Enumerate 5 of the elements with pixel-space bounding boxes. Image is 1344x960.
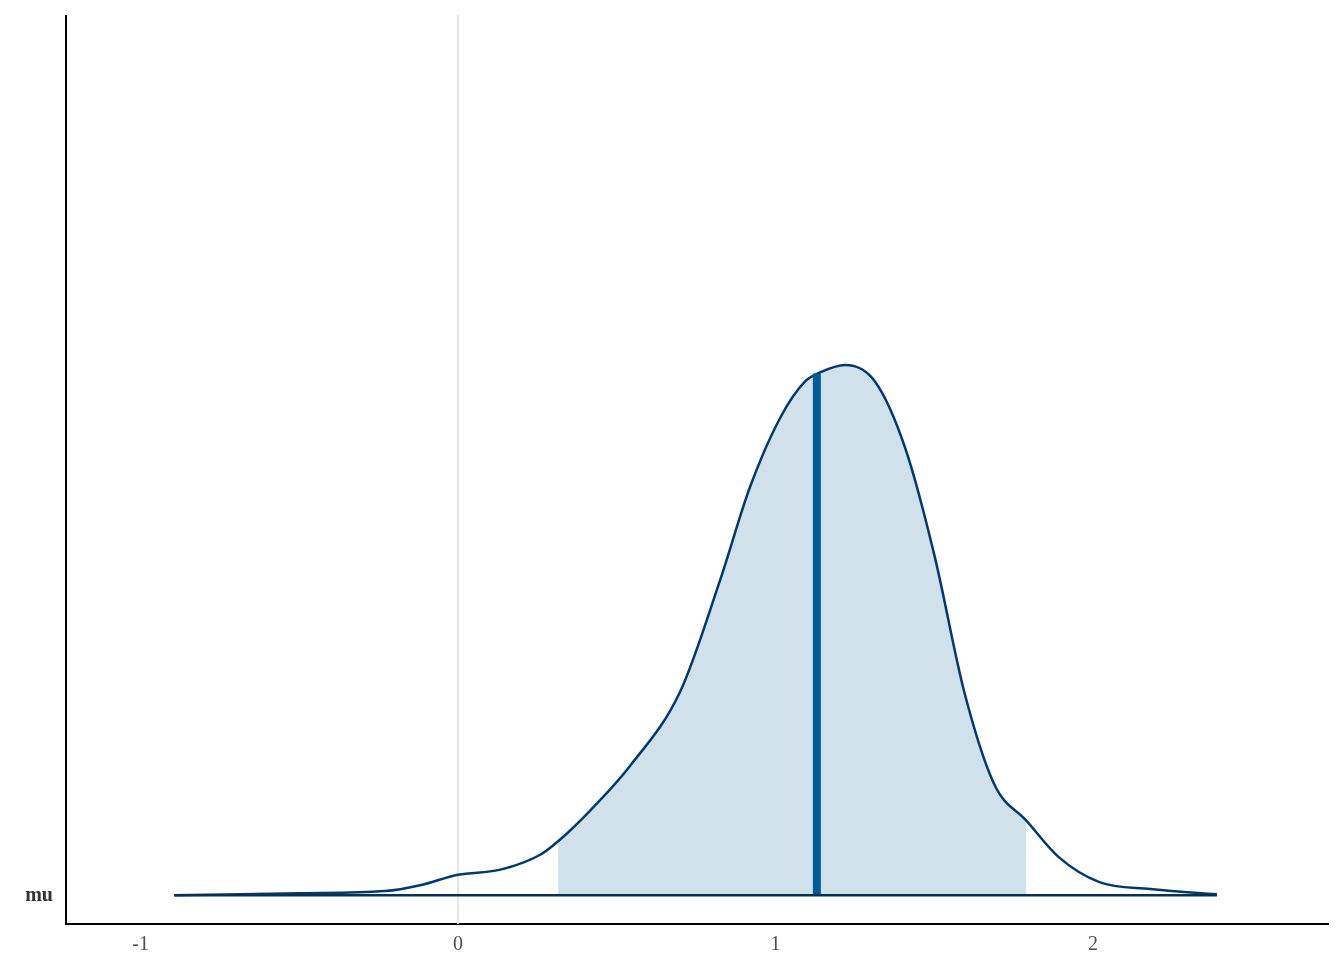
y-axis-title: mu	[25, 882, 53, 905]
x-tick-label: 0	[453, 932, 464, 955]
x-tick-label: 1	[770, 932, 781, 955]
x-tick-label: -1	[132, 932, 149, 955]
x-tick-label: 2	[1088, 932, 1099, 955]
